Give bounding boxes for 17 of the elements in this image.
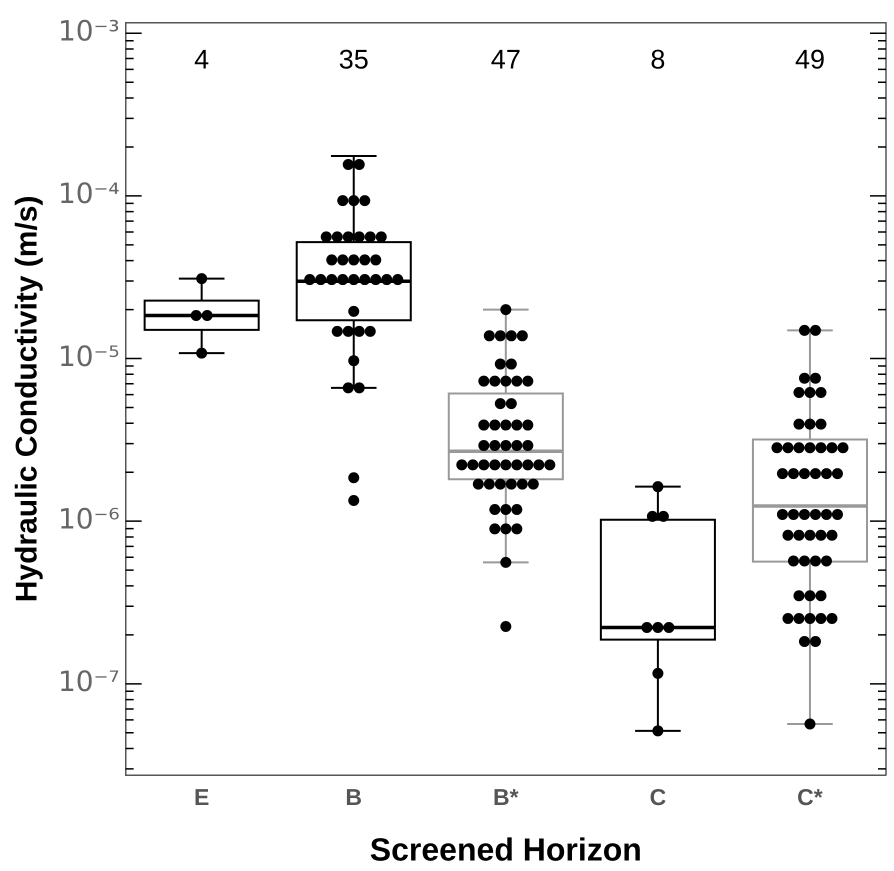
y-axis-title: Hydraulic Conductivity (m/s) (10, 196, 44, 602)
annotation: 47 (490, 44, 521, 74)
y-tick-label: 10⁻⁴ (58, 177, 120, 210)
y-tick-label: 10⁻⁷ (58, 665, 120, 698)
annotation: 49 (794, 44, 825, 74)
y-tick-label: 10⁻⁶ (58, 502, 120, 536)
x-tick-label: C (650, 784, 666, 810)
x-tick-label: E (194, 784, 210, 810)
x-tick-label: B* (493, 784, 519, 810)
annotation: 35 (338, 44, 369, 74)
y-tick-label: 10⁻⁵ (58, 340, 120, 373)
x-axis-title: Screened Horizon (370, 832, 642, 868)
annotation: 8 (650, 44, 666, 74)
x-tick-label: C* (797, 784, 823, 810)
annotation: 4 (194, 44, 210, 74)
x-tick-label: B (345, 784, 362, 810)
y-tick-label: 10⁻³ (58, 14, 120, 48)
